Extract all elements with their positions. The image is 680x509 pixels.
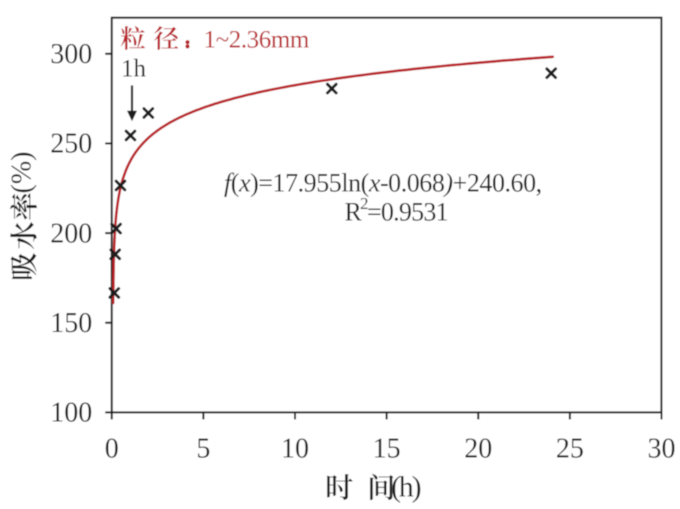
- svg-text:1~2.36mm: 1~2.36mm: [204, 26, 310, 53]
- svg-text:100: 100: [50, 398, 92, 429]
- svg-text:R: R: [345, 198, 363, 227]
- svg-text:250: 250: [50, 129, 92, 160]
- svg-text:(%): (%): [7, 152, 38, 194]
- svg-text:0: 0: [105, 434, 119, 465]
- svg-text:150: 150: [50, 308, 92, 339]
- svg-text:300: 300: [50, 39, 92, 70]
- svg-text:=0.9531: =0.9531: [367, 198, 448, 227]
- svg-text:(h): (h): [391, 471, 421, 504]
- svg-text:1h: 1h: [121, 55, 147, 82]
- svg-text:30: 30: [648, 434, 676, 465]
- svg-text:15: 15: [373, 434, 401, 465]
- svg-text:10: 10: [281, 434, 309, 465]
- svg-text:f(x)=17.955ln(x-0.068)+240.60,: f(x)=17.955ln(x-0.068)+240.60,: [224, 168, 542, 197]
- svg-text:2: 2: [360, 194, 369, 213]
- svg-text:200: 200: [50, 218, 92, 249]
- svg-text:20: 20: [464, 434, 492, 465]
- svg-text:25: 25: [556, 434, 584, 465]
- svg-text:5: 5: [196, 434, 210, 465]
